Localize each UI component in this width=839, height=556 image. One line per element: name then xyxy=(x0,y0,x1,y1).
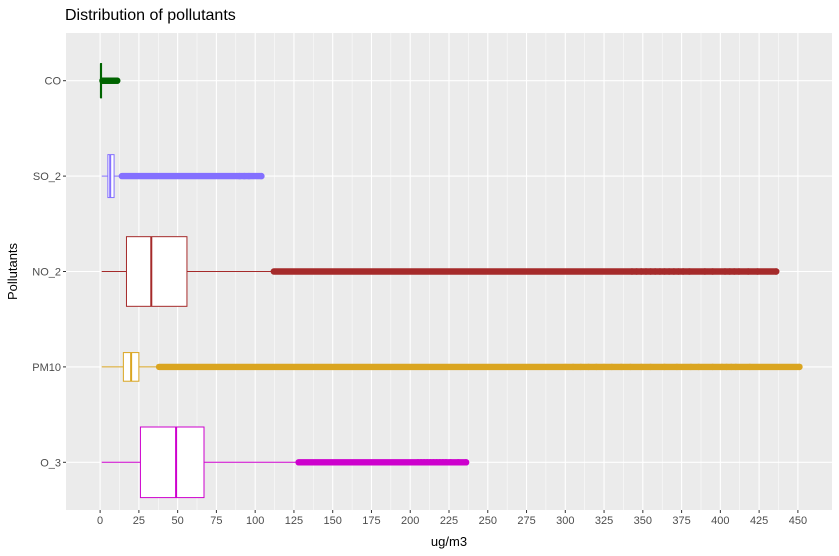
x-tick-label: 125 xyxy=(285,515,303,527)
outlier-point xyxy=(728,363,735,371)
outlier-point xyxy=(661,268,668,275)
x-tick-label: 425 xyxy=(750,515,768,527)
outlier-point xyxy=(726,268,733,275)
chart-title: Distribution of pollutants xyxy=(65,7,236,24)
y-tick-label: CO xyxy=(45,76,62,88)
boxplot-CO xyxy=(99,63,121,99)
outlier-point xyxy=(236,172,243,180)
outlier-point xyxy=(442,459,450,466)
outlier-point xyxy=(718,363,726,371)
outlier-point xyxy=(258,172,265,180)
outlier-point xyxy=(585,363,592,371)
outlier-point xyxy=(735,268,743,275)
outlier-point xyxy=(679,268,687,275)
x-tick-label: 50 xyxy=(172,515,184,527)
y-tick-label: NO_2 xyxy=(32,267,61,279)
outlier-point xyxy=(633,268,640,275)
boxplot-SO_2 xyxy=(101,154,265,199)
x-tick-label: 350 xyxy=(634,515,652,527)
outlier-point xyxy=(245,172,253,180)
outlier-point xyxy=(665,268,673,275)
outlier-point xyxy=(600,363,608,371)
y-axis-ticks: CO SO_2 NO_2 PM10 O_3 xyxy=(32,76,66,469)
x-tick-label: 175 xyxy=(362,515,380,527)
y-tick-label: SO_2 xyxy=(33,171,61,183)
x-tick-label: 225 xyxy=(440,515,458,527)
outlier-point xyxy=(745,268,752,275)
outlier-point xyxy=(628,268,636,275)
box xyxy=(125,236,188,307)
outlier-point xyxy=(709,363,716,371)
outlier-point xyxy=(462,459,470,466)
x-axis-title: ug/m3 xyxy=(431,534,467,549)
outlier-point xyxy=(608,363,616,371)
outlier-point xyxy=(447,459,454,466)
outlier-point xyxy=(673,363,681,371)
outlier-point xyxy=(593,363,600,371)
x-tick-label: 100 xyxy=(246,515,264,527)
x-tick-label: 200 xyxy=(401,515,419,527)
x-tick-label: 375 xyxy=(672,515,690,527)
y-axis-title: Pollutants xyxy=(5,242,20,300)
outlier-point xyxy=(241,172,248,180)
outlier-point xyxy=(772,268,780,275)
outlier-point xyxy=(656,268,664,275)
outlier-point xyxy=(617,363,625,371)
x-tick-label: 0 xyxy=(97,515,103,527)
outlier-point xyxy=(455,459,462,466)
outlier-point xyxy=(562,363,569,371)
outlier-point xyxy=(638,363,645,371)
x-tick-label: 325 xyxy=(595,515,613,527)
boxplot-PM10 xyxy=(101,352,803,382)
outlier-point xyxy=(723,363,730,371)
outlier-point xyxy=(652,268,659,275)
outlier-point xyxy=(721,268,729,275)
x-tick-label: 250 xyxy=(479,515,497,527)
x-tick-label: 150 xyxy=(324,515,342,527)
outlier-point xyxy=(796,363,803,371)
box-layer xyxy=(99,63,803,499)
outlier-point xyxy=(670,268,678,275)
outlier-point xyxy=(686,268,693,275)
outlier-point xyxy=(661,363,668,371)
x-tick-label: 275 xyxy=(517,515,535,527)
boxplot-O_3 xyxy=(101,426,470,499)
outlier-point xyxy=(732,363,740,371)
x-tick-label: 400 xyxy=(711,515,729,527)
outlier-point xyxy=(675,268,682,275)
outlier-point xyxy=(642,268,650,275)
outlier-point xyxy=(647,363,654,371)
outlier-point xyxy=(627,363,634,371)
outlier-point xyxy=(687,363,695,371)
outlier-point xyxy=(701,268,709,275)
outlier-point xyxy=(577,363,585,371)
x-tick-label: 300 xyxy=(556,515,574,527)
box xyxy=(139,426,205,499)
outlier-point xyxy=(746,363,754,371)
outlier-point xyxy=(731,268,738,275)
x-tick-label: 75 xyxy=(210,515,222,527)
y-tick-label: PM10 xyxy=(32,362,61,374)
outlier-point xyxy=(569,363,577,371)
outlier-point xyxy=(709,268,716,275)
x-axis-ticks: 0 25 50 75 100 125 150 175 200 225 250 275 300 325 350… xyxy=(97,510,807,527)
outlier-point xyxy=(113,77,121,84)
y-tick-label: O_3 xyxy=(40,457,61,469)
outlier-point xyxy=(638,268,645,275)
x-tick-label: 25 xyxy=(133,515,145,527)
outlier-point xyxy=(695,363,702,371)
outlier-point xyxy=(754,268,761,275)
x-tick-label: 450 xyxy=(789,515,807,527)
outlier-point xyxy=(647,268,654,275)
boxplot-NO_2 xyxy=(101,236,780,307)
